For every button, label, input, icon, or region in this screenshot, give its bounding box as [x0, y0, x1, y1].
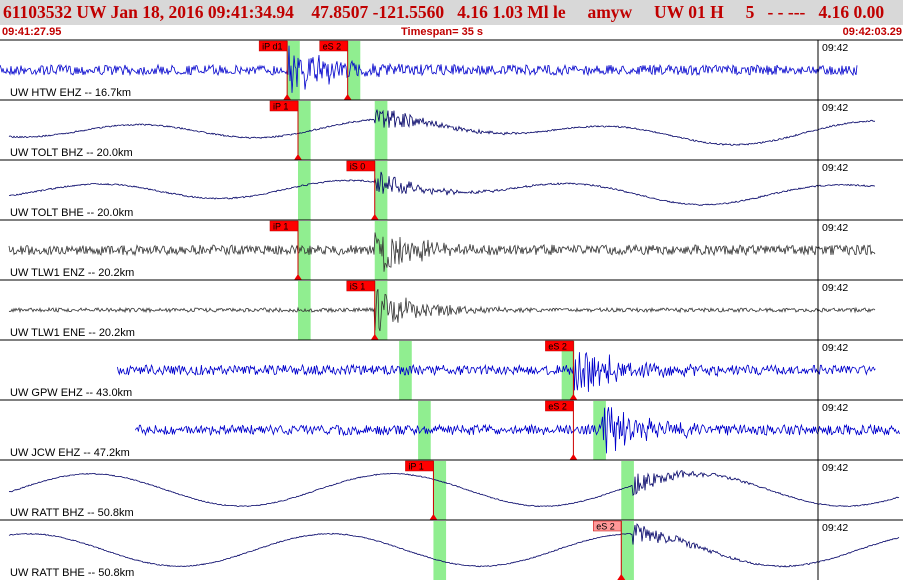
- waveform-trace: [117, 351, 876, 392]
- station-label: UW JCW EHZ -- 47.2km: [10, 447, 130, 459]
- pick-marker: [370, 214, 379, 220]
- channel-row[interactable]: iS 1 UW TLW1 ENE -- 20.2km 09:42: [0, 279, 903, 340]
- station-label: UW RATT BHZ -- 50.8km: [10, 507, 134, 519]
- pick-window: [297, 101, 311, 160]
- station-label: UW RATT BHE -- 50.8km: [10, 567, 134, 579]
- minute-label: 09:42: [822, 522, 848, 534]
- pick-marker: [569, 454, 578, 460]
- pick-window: [433, 461, 447, 520]
- minute-label: 09:42: [822, 402, 848, 414]
- pick-label: iP 1: [273, 102, 288, 112]
- pick-label: eS 2: [548, 402, 567, 412]
- pick-marker: [370, 334, 379, 340]
- pick-window: [433, 521, 447, 580]
- pick-window: [347, 41, 361, 100]
- pick-label: eS 2: [323, 42, 342, 52]
- station-label: UW TOLT BHZ -- 20.0km: [10, 147, 133, 159]
- pick-label: iP 1: [408, 462, 423, 472]
- channel-row[interactable]: iP 1 UW TLW1 ENZ -- 20.2km 09:42: [0, 219, 903, 280]
- minute-label: 09:42: [822, 462, 848, 474]
- pick-label: iS 1: [350, 282, 366, 292]
- pick-label: eS 2: [548, 342, 567, 352]
- station-label: UW TLW1 ENZ -- 20.2km: [10, 267, 134, 279]
- station-label: UW TOLT BHE -- 20.0km: [10, 207, 133, 219]
- waveform-trace: [135, 407, 900, 454]
- pick-label: iP d1: [262, 42, 282, 52]
- minute-label: 09:42: [822, 222, 848, 234]
- minute-label: 09:42: [822, 162, 848, 174]
- waveform-trace: [8, 109, 876, 146]
- channel-row[interactable]: eS 2 UW RATT BHE -- 50.8km 09:42: [0, 519, 903, 580]
- minute-label: 09:42: [822, 282, 848, 294]
- timespan-label: Timespan= 35 s: [401, 26, 484, 38]
- minute-label: 09:42: [822, 42, 848, 54]
- pick-marker: [293, 274, 302, 280]
- channel-row[interactable]: iS 0 UW TOLT BHE -- 20.0km 09:42: [0, 159, 903, 220]
- waveform-trace: [8, 171, 875, 207]
- event-title: 61103532 UW Jan 18, 2016 09:41:34.94 47.…: [3, 2, 885, 22]
- pick-window: [593, 401, 606, 460]
- pick-marker: [293, 154, 302, 160]
- pick-label: eS 2: [596, 522, 615, 532]
- pick-window: [399, 341, 412, 400]
- minute-label: 09:42: [822, 102, 848, 114]
- waveform-trace: [8, 523, 900, 568]
- pick-label: iS 0: [350, 162, 366, 172]
- channel-row[interactable]: iP 1 UW RATT BHZ -- 50.8km 09:42: [0, 459, 903, 520]
- pick-marker: [283, 94, 292, 100]
- station-label: UW TLW1 ENE -- 20.2km: [10, 327, 135, 339]
- pick-marker: [569, 394, 578, 400]
- pick-marker: [429, 514, 438, 520]
- waveform-trace: [0, 45, 858, 93]
- waveform-trace: [8, 232, 876, 272]
- pick-window: [297, 161, 311, 220]
- pick-window: [374, 221, 388, 280]
- pick-label: iP 1: [273, 222, 288, 232]
- pick-window: [621, 521, 634, 580]
- pick-window: [374, 161, 388, 220]
- pick-window: [621, 461, 634, 520]
- channel-row[interactable]: eS 2 UW JCW EHZ -- 47.2km 09:42: [0, 399, 903, 460]
- channel-row[interactable]: iP d1 eS 2 UW HTW EHZ -- 16.7km 09:42: [0, 39, 903, 100]
- station-label: UW GPW EHZ -- 43.0km: [10, 387, 132, 399]
- pick-marker: [343, 94, 352, 100]
- waveform-trace: [8, 469, 900, 508]
- end-time: 09:42:03.29: [842, 26, 902, 38]
- pick-marker: [617, 574, 626, 580]
- title-bar: 61103532 UW Jan 18, 2016 09:41:34.94 47.…: [0, 0, 903, 25]
- minute-label: 09:42: [822, 342, 848, 354]
- channel-row[interactable]: eS 2 UW GPW EHZ -- 43.0km 09:42: [0, 339, 903, 400]
- station-label: UW HTW EHZ -- 16.7km: [10, 87, 131, 99]
- start-time: 09:41:27.95: [2, 26, 62, 38]
- waveform-trace: [8, 289, 876, 332]
- pick-window: [418, 401, 431, 460]
- channel-row[interactable]: iP 1 UW TOLT BHZ -- 20.0km 09:42: [0, 99, 903, 160]
